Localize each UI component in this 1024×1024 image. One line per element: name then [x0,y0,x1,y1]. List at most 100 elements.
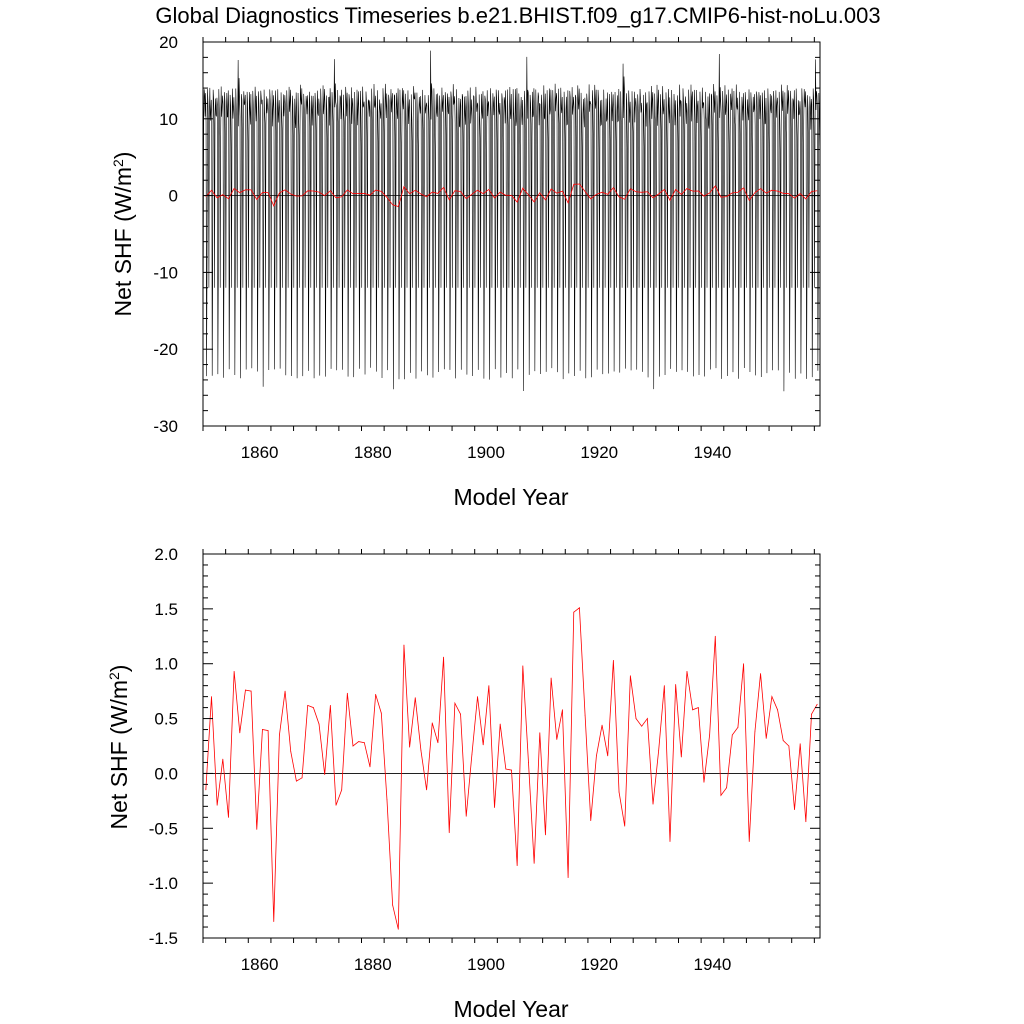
annual-data-point [216,804,218,806]
bottom-y-axis-title-main: Net SHF (W/m [106,680,132,830]
annual-data-point [726,787,728,789]
annual-data-point [788,745,790,747]
annual-data-point [562,709,563,711]
annual-data-point [312,707,314,708]
bottom-y-tick-label: -0.5 [149,819,178,838]
annual-data-point [352,745,354,747]
annual-data-point [358,741,360,743]
annual-data-point [658,749,660,751]
annual-data-point [284,690,286,692]
annual-data-point [228,816,229,818]
top-y-tick-label: 0 [169,187,178,206]
annual-data-point [754,731,756,733]
annual-data-point [777,709,778,711]
annual-data-point [669,841,671,842]
annual-data-point [250,690,252,692]
bottom-x-tick-label: 1900 [467,955,505,974]
annual-data-point [805,821,807,823]
top-plot-frame [202,41,821,427]
annual-data-point [760,673,761,674]
annual-data-point [222,758,224,760]
annual-data-point [714,635,716,637]
bottom-panel: 1860 1880 1900 1920 1940 -1.5 -1.0 -0.5 0.0 0.5 1.… [106,545,821,1022]
top-y-tick-label: 20 [159,33,178,52]
annual-data-point [454,702,456,704]
bottom-y-tick-label: -1.5 [149,929,178,948]
top-x-tick-label: 1880 [354,443,392,462]
annual-data-point [363,742,365,744]
annual-data-point [245,689,246,691]
top-x-tick-label: 1860 [241,443,279,462]
annual-data-point [765,737,767,739]
top-y-axis-title-sup: 2 [110,159,126,167]
bottom-y-tick-label: 1.5 [154,600,178,619]
top-axes: 1860 1880 1900 1920 1940 -30 -20 -10 0 10 20 [153,33,821,462]
annual-data-point [624,825,626,827]
annual-data-point [782,740,784,741]
top-x-tick-label: 1940 [694,443,732,462]
annual-data-point [335,804,337,806]
annual-data-point [618,791,620,793]
annual-data-point [488,685,490,687]
annual-data-point [273,921,275,922]
annual-data-point [680,756,682,758]
annual-data-point [211,696,212,698]
annual-data-point [692,709,694,711]
annual-data-point [601,724,603,726]
annual-data-point [443,656,444,658]
annual-data-point [590,820,592,822]
annual-data-point [550,677,552,679]
bottom-series-layer [205,606,818,930]
bottom-axes: 1860 1880 1900 1920 1940 -1.5 -1.0 -0.5 0.0 0.5 1.… [149,545,821,974]
annual-data-point [448,832,450,834]
annual-data-point [675,684,677,685]
annual-data-point [811,713,812,715]
annual-data-point [420,749,422,751]
annual-data-point [329,705,331,706]
bottom-y-tick-label: -1.0 [149,874,178,893]
annual-data-point [720,794,722,796]
annual-data-point [471,754,473,756]
bottom-annual-series-line [205,606,818,930]
annual-data-point [607,755,609,757]
annual-data-point [629,675,631,677]
annual-data-point [748,841,750,842]
annual-data-point [267,730,269,732]
annual-data-point [584,714,586,716]
annual-data-point [403,644,405,646]
annual-data-point [794,809,795,811]
annual-data-point [465,815,467,817]
bottom-x-tick-label: 1860 [241,955,279,974]
annual-data-point [324,774,326,775]
annual-data-point [579,607,580,609]
bottom-x-tick-label: 1880 [354,955,392,974]
annual-data-point [731,734,733,736]
annual-data-point [596,755,597,757]
annual-data-point [499,723,501,725]
annual-data-point [641,725,643,727]
annual-data-point [386,799,388,801]
annual-data-point [341,789,343,791]
annual-data-point [380,712,382,714]
annual-data-point [239,732,241,734]
annual-data-point [397,928,399,930]
annual-data-point [318,723,320,725]
bottom-x-axis-title: Model Year [453,996,568,1022]
annual-data-point [511,769,512,771]
annual-data-point [697,707,699,708]
annual-data-point [635,718,637,719]
annual-data-point [771,696,773,698]
annual-data-point [528,762,529,763]
annual-data-point [709,734,711,736]
bottom-x-tick-label: 1920 [580,955,618,974]
annual-data-point [533,862,535,864]
bottom-plot-frame [202,553,821,939]
annual-data-point [279,734,280,736]
top-y-tick-label: -30 [153,417,178,436]
bottom-y-axis-title: Net SHF (W/m2) [106,665,132,830]
annual-data-point [295,780,297,782]
annual-data-point [369,766,371,768]
bottom-y-axis-title-close: ) [106,665,132,673]
annual-data-point [816,703,818,705]
